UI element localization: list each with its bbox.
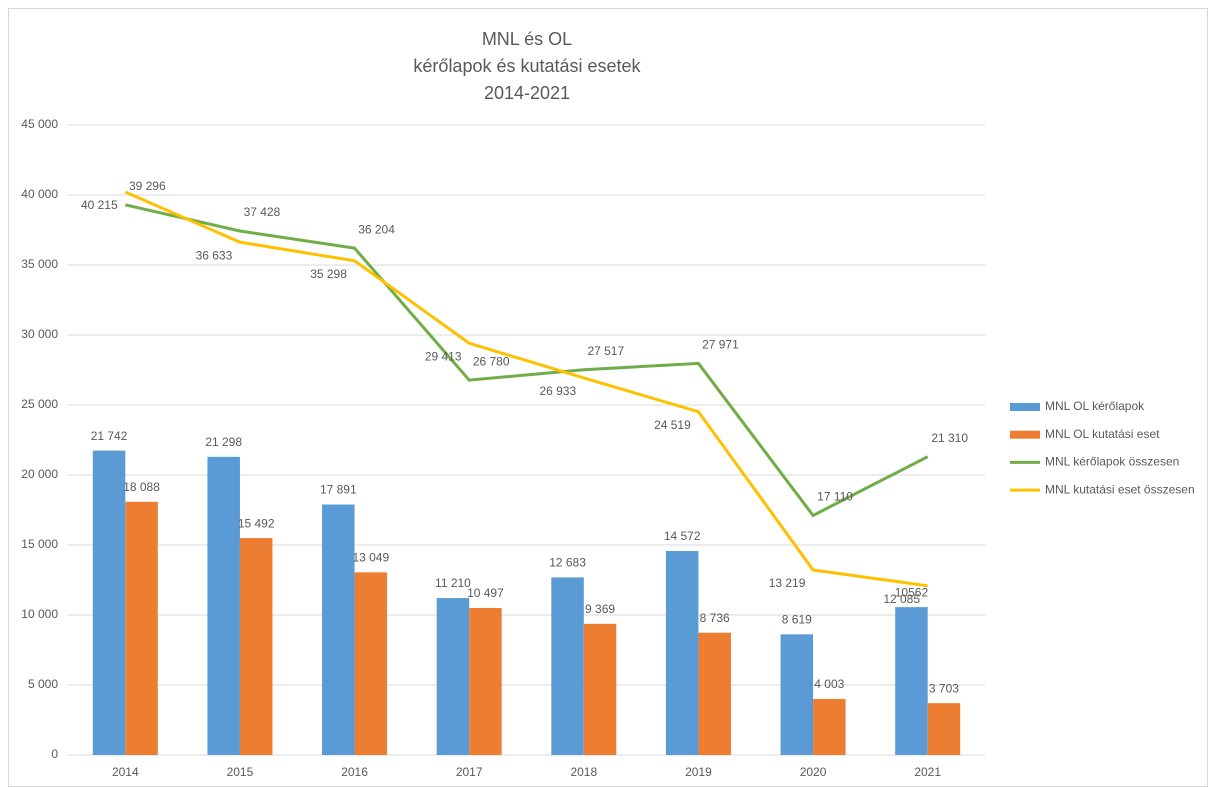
bar	[322, 504, 355, 755]
y-tick-label: 20 000	[21, 467, 58, 481]
y-tick-label: 45 000	[21, 117, 58, 131]
data-label: 17 110	[817, 490, 853, 504]
data-label: 21 310	[931, 431, 968, 445]
bar	[207, 456, 240, 755]
data-label: 15 492	[238, 516, 275, 530]
data-label: 37 428	[244, 205, 281, 219]
legend-swatch	[1010, 430, 1040, 439]
data-label: 17 891	[320, 483, 357, 497]
data-label: 26 933	[539, 384, 576, 398]
y-tick-label: 15 000	[21, 537, 58, 551]
chart-title: 2014-2021	[484, 83, 570, 103]
bar	[354, 572, 388, 755]
data-label: 27 971	[702, 338, 739, 352]
bar	[92, 450, 126, 755]
chart-title: MNL és OL	[482, 29, 572, 49]
y-tick-label: 0	[51, 747, 58, 761]
data-label: 12 683	[549, 556, 586, 570]
x-tick-label: 2017	[456, 765, 483, 779]
data-label: 3 703	[929, 681, 959, 695]
data-label: 4 003	[814, 677, 844, 691]
data-label: 10 497	[467, 586, 504, 600]
data-label: 27 517	[587, 344, 624, 358]
data-label: 18 088	[123, 480, 160, 494]
x-tick-label: 2019	[685, 765, 712, 779]
bar	[698, 632, 731, 755]
y-tick-label: 35 000	[21, 257, 58, 271]
legend-label: MNL OL kérőlapok	[1045, 399, 1145, 413]
bar	[583, 623, 617, 755]
data-label: 14 572	[664, 529, 701, 543]
bar	[551, 577, 584, 755]
data-label: 35 298	[310, 267, 347, 281]
data-label: 8 619	[782, 613, 812, 627]
y-tick-label: 5 000	[28, 677, 58, 691]
bar	[239, 538, 273, 755]
bar	[780, 634, 814, 755]
data-label: 13 049	[352, 550, 389, 564]
bar	[469, 608, 502, 755]
x-tick-label: 2018	[570, 765, 597, 779]
bar	[665, 550, 699, 755]
data-label: 39 296	[129, 179, 166, 193]
x-tick-label: 2016	[341, 765, 368, 779]
bar	[813, 698, 846, 755]
legend-swatch	[1010, 403, 1040, 411]
y-tick-label: 10 000	[21, 607, 58, 621]
bar	[895, 607, 928, 755]
data-label: 24 519	[654, 418, 691, 432]
data-label: 40 215	[81, 198, 118, 212]
data-label: 11 210	[435, 576, 471, 590]
y-tick-label: 40 000	[21, 187, 58, 201]
y-tick-label: 30 000	[21, 327, 58, 341]
data-label: 26 780	[473, 354, 510, 368]
bar	[927, 703, 961, 755]
chart-title: kérőlapok és kutatási esetek	[413, 56, 641, 76]
legend-label: MNL OL kutatási eset	[1045, 427, 1160, 441]
data-label: 36 204	[358, 222, 395, 236]
line	[124, 190, 928, 588]
data-label: 9 369	[585, 602, 615, 616]
data-label: 36 633	[196, 248, 233, 262]
data-label: 29 413	[425, 349, 462, 363]
legend-label: MNL kutatási eset összesen	[1045, 482, 1195, 496]
x-tick-label: 2014	[112, 765, 139, 779]
x-tick-label: 2015	[227, 765, 254, 779]
data-label: 21 742	[91, 429, 128, 443]
legend-label: MNL kérőlapok összesen	[1045, 455, 1179, 469]
data-label: 8 736	[700, 611, 730, 625]
line	[124, 203, 929, 518]
data-label: 21 298	[205, 435, 242, 449]
data-label: 10562	[895, 585, 929, 599]
y-tick-label: 25 000	[21, 397, 58, 411]
bar	[125, 501, 158, 755]
x-tick-label: 2020	[800, 765, 827, 779]
bar	[436, 598, 470, 755]
data-label: 13 219	[769, 576, 806, 590]
data-label: 12 085	[883, 592, 920, 606]
x-tick-label: 2021	[914, 765, 941, 779]
